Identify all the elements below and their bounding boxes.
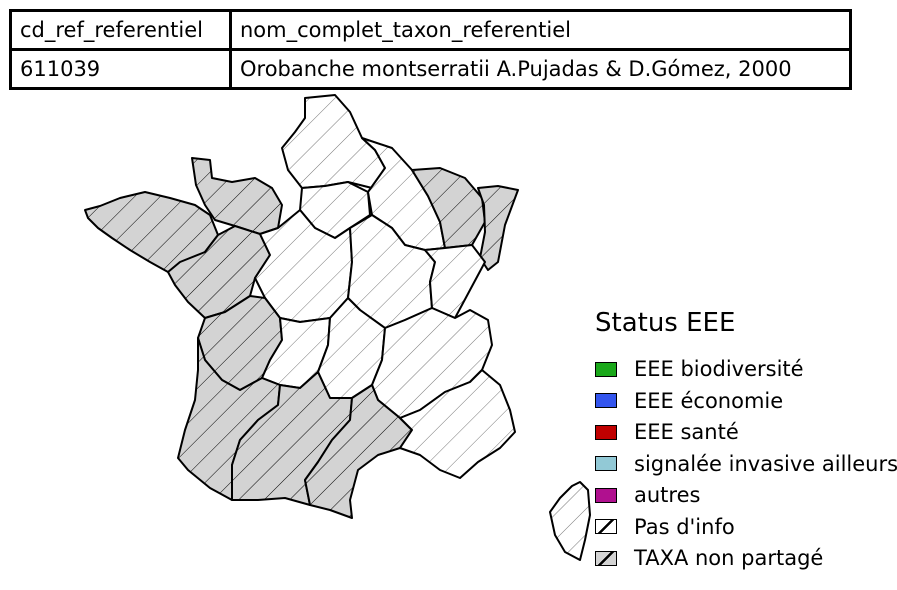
legend-label: EEE santé: [634, 420, 739, 444]
legend-swatch: [595, 550, 617, 566]
legend-swatch: [595, 519, 617, 534]
region-provence-alpes-c-te-d-azur: [399, 369, 516, 479]
cell-nom-complet: Orobanche montserratii A.Pujadas & D.Góm…: [229, 48, 852, 90]
legend-item: EEE économie: [595, 389, 783, 413]
legend-swatch: [595, 361, 617, 377]
legend-label: Pas d'info: [634, 514, 735, 539]
legend-label: signalée invasive ailleurs: [634, 451, 897, 476]
region-lorraine: [411, 167, 486, 249]
header-cd-ref: cd_ref_referentiel: [9, 9, 232, 51]
header-nom-complet: nom_complet_taxon_referentiel: [229, 9, 852, 51]
legend-label: TAXA non partagé: [634, 546, 824, 570]
cell-cd-ref: 611039: [9, 48, 232, 90]
legend-label: EEE biodiversité: [634, 357, 804, 381]
region-corse: [549, 481, 591, 561]
legend-item: signalée invasive ailleurs: [595, 452, 897, 476]
legend-item: Pas d'info: [595, 515, 735, 539]
table-row: 611039 Orobanche montserratii A.Pujadas …: [9, 48, 852, 90]
legend-item: TAXA non partagé: [595, 546, 823, 570]
table-header-row: cd_ref_referentiel nom_complet_taxon_ref…: [9, 9, 852, 51]
legend-label: autres: [634, 483, 701, 507]
region-franche-comt-: [424, 244, 486, 319]
legend-item: EEE biodiversité: [595, 357, 804, 381]
legend-item: EEE santé: [595, 420, 739, 444]
region-alsace: [477, 185, 519, 271]
legend-label: EEE économie: [634, 388, 784, 413]
legend-swatch: [595, 393, 617, 408]
region-normandie: [191, 157, 283, 235]
legend-swatch: [595, 487, 617, 503]
legend-title: Status EEE: [595, 308, 736, 338]
legend-swatch: [595, 456, 617, 471]
region-languedoc-roussillon: [304, 384, 413, 519]
legend-item: autres: [595, 483, 700, 507]
taxon-info-table: cd_ref_referentiel nom_complet_taxon_ref…: [9, 9, 852, 90]
legend-swatch: [595, 424, 617, 440]
